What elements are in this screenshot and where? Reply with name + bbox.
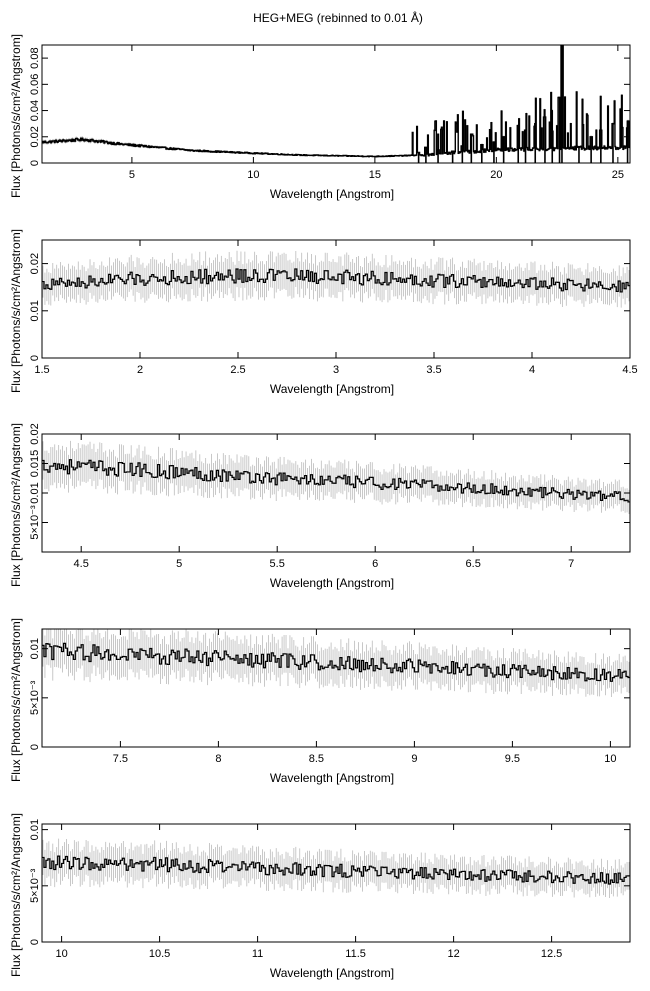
y-axis-label: Flux [Photons/s/cm²/Angstrom] (9, 229, 23, 393)
y-axis-label: Flux [Photons/s/cm²/Angstrom] (9, 813, 23, 977)
y-axis-label: Flux [Photons/s/cm²/Angstrom] (9, 34, 23, 198)
x-axis-label: Wavelength [Angstrom] (270, 382, 394, 396)
x-tick-label: 12.5 (541, 948, 562, 960)
error-bars (42, 629, 630, 698)
x-tick-label: 5.5 (270, 558, 285, 570)
y-tick-label: 0 (29, 355, 41, 361)
x-tick-label: 8 (215, 753, 221, 765)
x-axis-label: Wavelength [Angstrom] (270, 187, 394, 201)
y-tick-label: 0.02 (29, 126, 41, 147)
x-tick-label: 6.5 (466, 558, 481, 570)
y-axis-label: Flux [Photons/s/cm²/Angstrom] (9, 423, 23, 587)
x-tick-label: 4.5 (622, 364, 637, 376)
x-tick-label: 11.5 (345, 948, 366, 960)
y-tick-label: 5×10⁻³ (29, 505, 41, 540)
spectrum-data (42, 45, 630, 163)
x-tick-label: 9.5 (505, 753, 520, 765)
x-tick-label: 7.5 (113, 753, 128, 765)
plot-frame (41, 44, 631, 164)
y-tick-label: 0 (29, 939, 41, 945)
flux-step-line (42, 45, 630, 158)
x-tick-label: 20 (490, 169, 502, 181)
x-tick-label: 1.5 (34, 364, 49, 376)
x-tick-label: 4 (529, 364, 535, 376)
y-tick-label: 0.08 (29, 47, 41, 68)
spectrum-data (42, 838, 630, 898)
y-tick-label: 5×10⁻³ (29, 868, 41, 903)
x-tick-label: 10 (55, 948, 67, 960)
plot-frame (41, 239, 631, 359)
flux-step-line (42, 459, 630, 503)
x-tick-label: 12 (447, 948, 459, 960)
x-tick-label: 7 (568, 558, 574, 570)
error-bars (42, 250, 630, 308)
x-tick-label: 11 (252, 948, 263, 960)
y-tick-label: 0.02 (29, 253, 41, 274)
spectrum-data (42, 629, 630, 698)
plot-frame (41, 823, 631, 943)
y-tick-label: 0.04 (29, 100, 41, 121)
x-tick-label: 6 (372, 558, 378, 570)
y-tick-label: 0 (29, 744, 41, 750)
x-tick-label: 10 (247, 169, 259, 181)
flux-step-line (42, 268, 630, 293)
spectrum-panel-1: 5 10 15 20 25 0 0.02 0.04 0.06 0.08 Wavelength [An… (9, 34, 631, 201)
y-tick-label: 0 (29, 160, 41, 166)
x-tick-label: 3 (333, 364, 339, 376)
y-tick-label: 0.01 (29, 638, 41, 659)
x-axis-label: Wavelength [Angstrom] (270, 966, 394, 980)
spectrum-data (42, 250, 630, 308)
x-tick-label: 2 (137, 364, 143, 376)
y-tick-label: 0.01 (29, 819, 41, 840)
y-tick-label: 0.06 (29, 74, 41, 95)
x-axis-label: Wavelength [Angstrom] (270, 576, 394, 590)
y-axis-label: Flux [Photons/s/cm²/Angstrom] (9, 618, 23, 782)
x-tick-label: 4.5 (74, 558, 89, 570)
spectrum-panel-2: 1.5 2 2.5 3 3.5 4 4.5 0 0.01 0.02 Wavelength [Angs… (9, 229, 638, 396)
spectrum-panel-4: 7.5 8 8.5 9 9.5 10 0 5×10⁻³ 0.01 Wavelength [Angs… (9, 618, 631, 785)
figure-title: HEG+MEG (rebinned to 0.01 Å) (253, 10, 423, 25)
x-tick-label: 9 (411, 753, 417, 765)
x-tick-label: 10 (604, 753, 616, 765)
x-tick-label: 5 (176, 558, 182, 570)
spectrum-data (42, 440, 630, 515)
flux-step-line (42, 855, 630, 885)
y-tick-label: 5×10⁻³ (29, 680, 41, 715)
x-tick-label: 5 (129, 169, 135, 181)
plot-frame (41, 628, 631, 748)
spectrum-panel-5: 10 10.5 11 11.5 12 12.5 0 5×10⁻³ 0.01 Wavelength … (9, 813, 631, 980)
x-tick-label: 2.5 (230, 364, 245, 376)
y-tick-label: 0.015 (29, 450, 41, 478)
spectrum-panel-3: 4.5 5 5.5 6 6.5 7 5×10⁻³ 0.01 0.015 0.02 Wavelengt… (9, 423, 631, 590)
x-tick-label: 15 (369, 169, 381, 181)
y-tick-label: 0.01 (29, 482, 41, 503)
flux-step-line (42, 642, 630, 682)
x-tick-label: 8.5 (309, 753, 324, 765)
x-axis-label: Wavelength [Angstrom] (270, 771, 394, 785)
x-tick-label: 25 (612, 169, 624, 181)
y-tick-label: 0.02 (29, 423, 41, 444)
x-tick-label: 3.5 (426, 364, 441, 376)
x-tick-label: 10.5 (149, 948, 170, 960)
y-tick-label: 0.01 (29, 300, 41, 321)
